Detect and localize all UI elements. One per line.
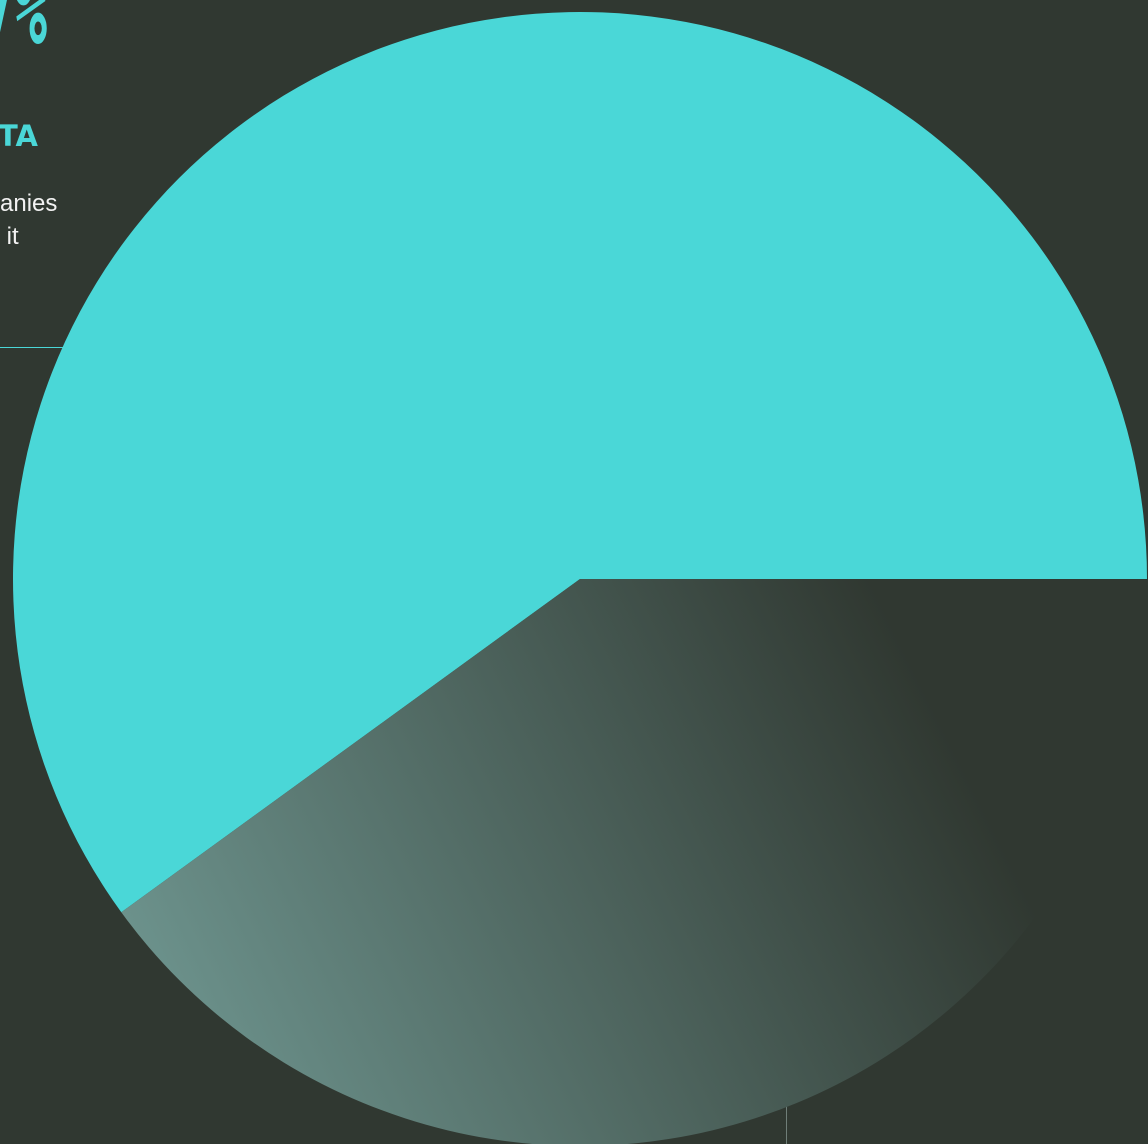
pie-slice-2 (121, 579, 1147, 1144)
description-text: anies it (0, 190, 58, 250)
pie-slice-1 (12, 11, 1148, 913)
pie-slices (12, 11, 1148, 1144)
section-heading: TA (0, 119, 38, 153)
big-stat-value: 7% (0, 0, 47, 68)
